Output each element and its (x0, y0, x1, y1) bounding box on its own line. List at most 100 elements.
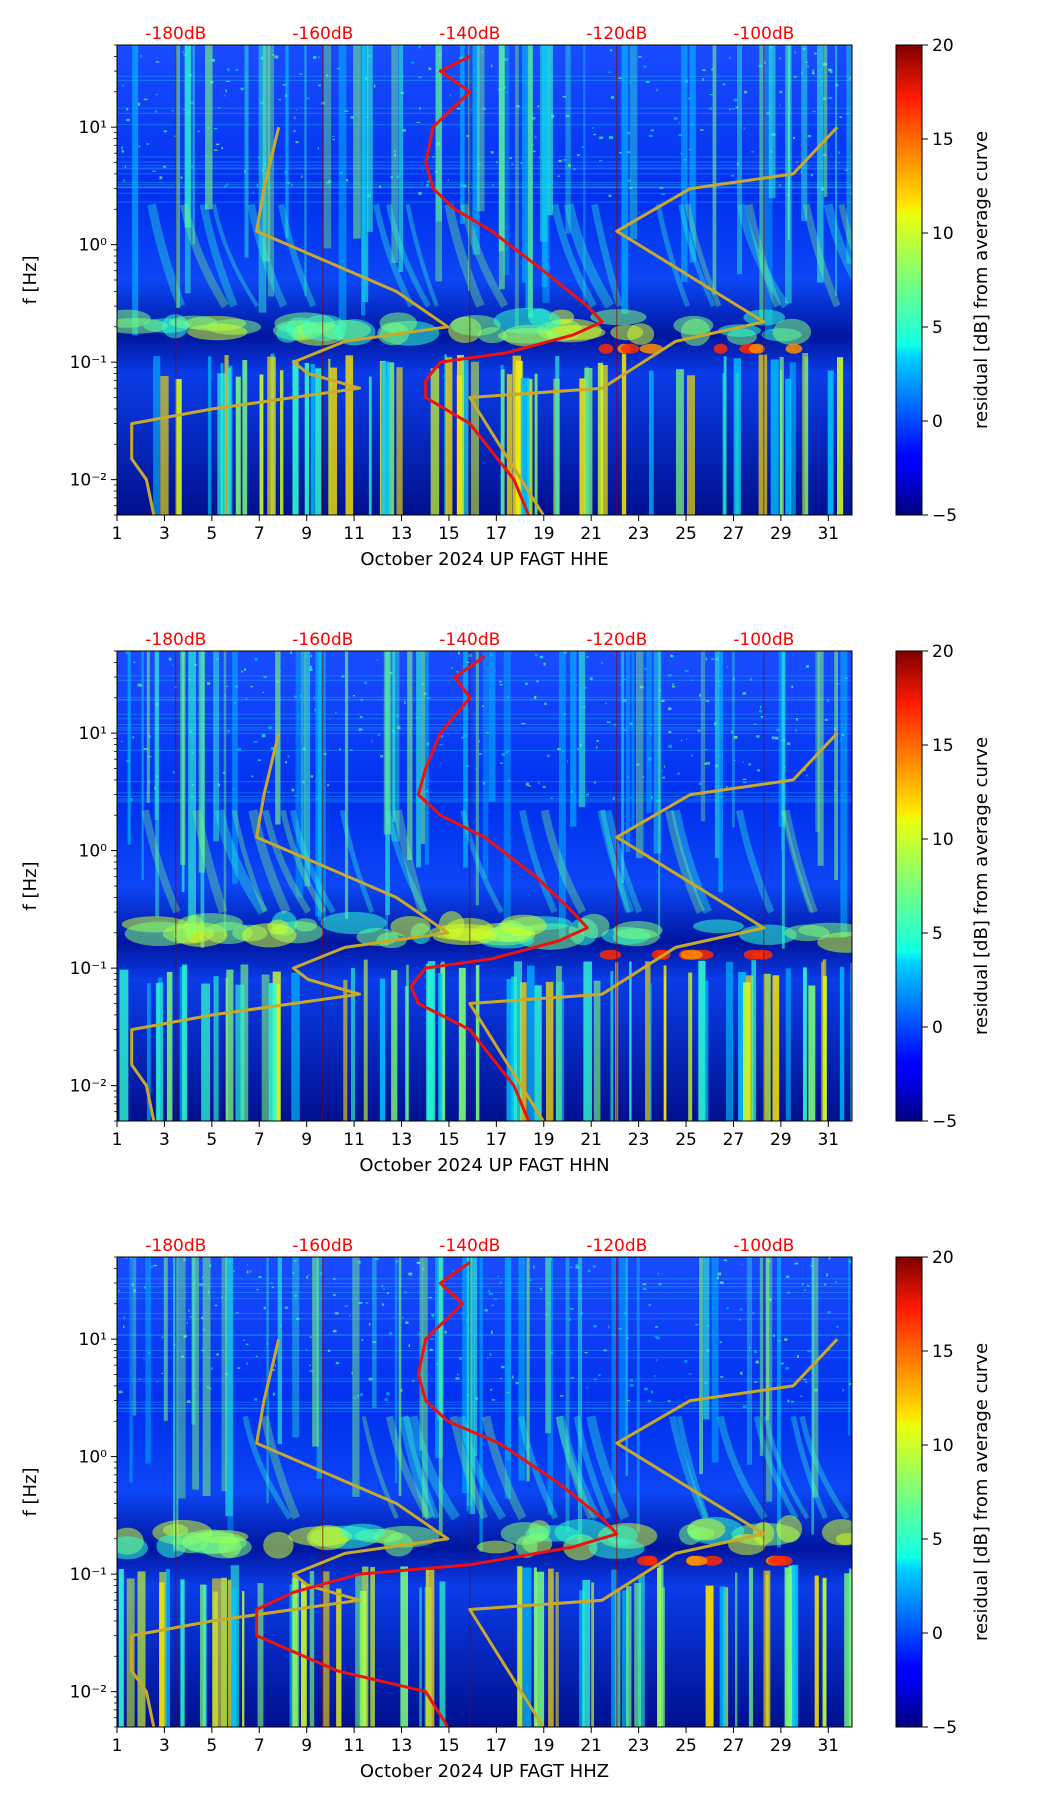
x-tick-label: 29 (770, 524, 792, 544)
x-tick-label: 17 (486, 524, 508, 544)
y-tick-label: 10⁻¹ (70, 353, 107, 373)
x-tick-label: 3 (159, 1130, 170, 1150)
y-tick-label: 10⁰ (79, 236, 108, 256)
x-axis: 1 3 5 7 9 11 13 15 17 19 21 23 25 27 29 31 (112, 1727, 839, 1756)
colorbar-tick-label: 0 (932, 412, 943, 432)
y-tick-label: 10⁻¹ (70, 1565, 107, 1585)
noise-model-low-curve (130, 126, 450, 515)
chart-marks (130, 45, 839, 515)
y-tick-label: 10⁻² (70, 1077, 107, 1097)
colorbar-tick-label: 15 (932, 1342, 954, 1362)
colorbar: 20 15 10 5 0 −5 (895, 36, 957, 526)
y-tick-label: 10⁰ (79, 842, 108, 862)
x-tick-label: 1 (112, 524, 123, 544)
x-tick-label: 23 (628, 1130, 650, 1150)
average-psd-curve (255, 1261, 619, 1727)
average-psd-curve (424, 55, 604, 515)
colorbar-gradient (895, 44, 923, 516)
x-tick-label: 27 (723, 1736, 745, 1756)
colorbar-label: residual [dB] from average curve (971, 737, 992, 1035)
noise-model-low-curve (130, 732, 450, 1121)
colorbar-tick-label: 15 (932, 736, 954, 756)
x-axis: 1 3 5 7 9 11 13 15 17 19 21 23 25 27 29 31 (112, 515, 839, 544)
x-tick-label: 15 (438, 1736, 460, 1756)
db-tick-label: -160dB (292, 630, 353, 650)
db-tick-label: -160dB (292, 24, 353, 44)
x-tick-label: 19 (533, 1736, 555, 1756)
x-tick-label: 5 (206, 1736, 217, 1756)
colorbar: 20 15 10 5 0 −5 (895, 1248, 957, 1738)
x-tick-label: 9 (301, 1736, 312, 1756)
colorbar-tick-label: 15 (932, 130, 954, 150)
x-tick-label: 3 (159, 524, 170, 544)
x-tick-label: 1 (112, 1130, 123, 1150)
db-tick-label: -100dB (733, 1236, 794, 1256)
db-tick-label: -180dB (145, 630, 206, 650)
x-tick-label: 25 (675, 1130, 697, 1150)
colorbar-tick-label: 0 (932, 1018, 943, 1038)
x-tick-label: 19 (533, 524, 555, 544)
colorbar-gradient (895, 1256, 923, 1728)
colorbar-label: residual [dB] from average curve (971, 131, 992, 429)
x-tick-label: 17 (486, 1736, 508, 1756)
db-tick-label: -120dB (586, 24, 647, 44)
x-tick-label: 29 (770, 1736, 792, 1756)
db-tick-label: -140dB (439, 1236, 500, 1256)
colorbar-tick-label: 20 (932, 36, 954, 56)
x-tick-label: 11 (343, 1130, 365, 1150)
db-tick-label: -140dB (439, 630, 500, 650)
y-axis: 10⁻² 10⁻¹ 10⁰ 10¹ (70, 44, 117, 516)
average-psd-curve (409, 655, 589, 1121)
x-axis: 1 3 5 7 9 11 13 15 17 19 21 23 25 27 29 31 (112, 1121, 839, 1150)
colorbar-tick-label: −5 (932, 1718, 957, 1738)
x-tick-label: 31 (817, 1130, 839, 1150)
db-tick-label: -120dB (586, 630, 647, 650)
x-tick-label: 7 (254, 1736, 265, 1756)
y-axis: 10⁻² 10⁻¹ 10⁰ 10¹ (70, 650, 117, 1122)
y-axis: 10⁻² 10⁻¹ 10⁰ 10¹ (70, 1256, 117, 1728)
y-tick-label: 10¹ (79, 1330, 107, 1350)
x-tick-label: 21 (580, 1130, 602, 1150)
y-tick-label: 10¹ (79, 724, 107, 744)
colorbar-tick-label: 20 (932, 1248, 954, 1268)
x-tick-label: 9 (301, 524, 312, 544)
x-tick-label: 13 (391, 524, 413, 544)
db-tick-label: -180dB (145, 24, 206, 44)
x-tick-label: 25 (675, 524, 697, 544)
x-tick-label: 17 (486, 1130, 508, 1150)
db-axis-top: -180dB -160dB -140dB -120dB -100dB (145, 24, 794, 44)
db-tick-label: -140dB (439, 24, 500, 44)
y-axis-label: f [Hz] (20, 861, 41, 910)
colorbar-tick-label: 10 (932, 224, 954, 244)
panel-hhn: 1 3 5 7 9 11 13 15 17 19 21 23 25 27 29 31 10⁻²10⁻¹10⁰1… (20, 630, 992, 1176)
x-tick-label: 15 (438, 1130, 460, 1150)
x-tick-label: 31 (817, 1736, 839, 1756)
x-tick-label: 1 (112, 1736, 123, 1756)
x-tick-label: 27 (723, 524, 745, 544)
x-tick-label: 29 (770, 1130, 792, 1150)
colorbar-gradient (895, 650, 923, 1122)
noise-model-high-curve (468, 126, 839, 515)
x-tick-label: 13 (391, 1130, 413, 1150)
x-tick-label: 5 (206, 1130, 217, 1150)
chart-marks (130, 651, 839, 1121)
x-tick-label: 9 (301, 1130, 312, 1150)
x-tick-label: 3 (159, 1736, 170, 1756)
chart-marks (130, 1257, 839, 1727)
colorbar-tick-label: −5 (932, 1112, 957, 1132)
y-tick-label: 10¹ (79, 118, 107, 138)
db-tick-label: -160dB (292, 1236, 353, 1256)
colorbar: 20 15 10 5 0 −5 (895, 642, 957, 1132)
x-tick-label: 19 (533, 1130, 555, 1150)
x-tick-label: 23 (628, 524, 650, 544)
x-tick-label: 15 (438, 524, 460, 544)
colorbar-tick-label: 5 (932, 318, 943, 338)
panel-hhz: 1 3 5 7 9 11 13 15 17 19 21 23 25 27 29 31 10⁻²10⁻¹10⁰1… (20, 1236, 992, 1782)
db-tick-label: -120dB (586, 1236, 647, 1256)
spectrogram-heatmap (117, 651, 852, 1121)
x-tick-label: 7 (254, 524, 265, 544)
spectrogram-heatmap (117, 1257, 852, 1727)
x-tick-label: 21 (580, 524, 602, 544)
x-axis-label: October 2024 UP FAGT HHN (359, 1155, 609, 1176)
y-tick-label: 10⁻² (70, 1683, 107, 1703)
